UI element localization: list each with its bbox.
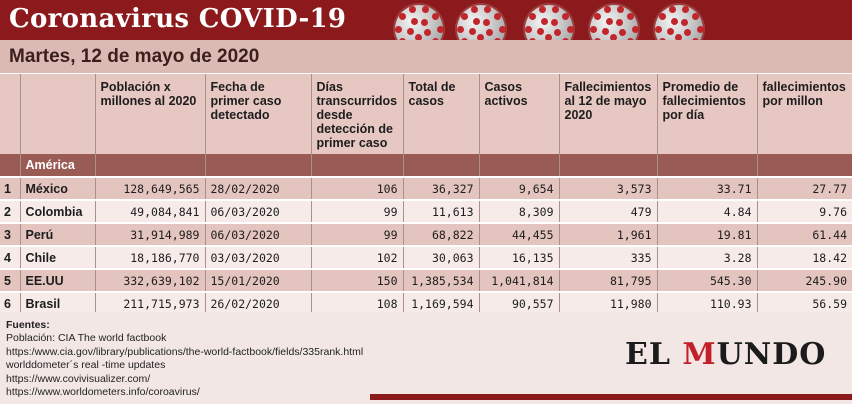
cell-value: 3.28 bbox=[657, 245, 758, 269]
cell-value: 06/03/2020 bbox=[205, 199, 312, 223]
cell-value: 56.59 bbox=[757, 291, 852, 314]
source-line: https://www.worldometers.info/coroavirus… bbox=[6, 386, 200, 399]
cell-value: 545.30 bbox=[657, 268, 758, 292]
cell-value: 245.90 bbox=[757, 268, 852, 292]
date-bar: Martes, 12 de mayo de 2020 bbox=[0, 40, 852, 73]
table-row: 1 México 128,649,565 28/02/2020 106 36,327 9,6… bbox=[0, 176, 852, 200]
cell-value: 102 bbox=[311, 245, 404, 269]
col-population: Población x millones al 2020 bbox=[95, 74, 206, 154]
cell-value: 4.84 bbox=[657, 199, 758, 223]
col-country bbox=[20, 74, 96, 154]
cell-value: 99 bbox=[311, 199, 404, 223]
cell-value: 211,715,973 bbox=[95, 291, 206, 314]
header-row: Población x millones al 2020 Fecha de pr… bbox=[0, 74, 852, 154]
cell-value: 81,795 bbox=[559, 268, 658, 292]
col-total-cases: Total de casos bbox=[403, 74, 480, 154]
cell-value: 19.81 bbox=[657, 222, 758, 246]
cell-value: 61.44 bbox=[757, 222, 852, 246]
cell-value: 28/02/2020 bbox=[205, 176, 312, 200]
table-row: 3 Perú 31,914,989 06/03/2020 99 68,822 44,455 1… bbox=[0, 222, 852, 246]
source-line: Población: CIA The world factbook bbox=[6, 332, 167, 345]
cell-value: 36,327 bbox=[403, 176, 480, 200]
country-name: EE.UU bbox=[20, 268, 96, 292]
source-line: worlddometer´s real -time updates bbox=[6, 359, 166, 372]
col-index bbox=[0, 74, 21, 154]
cell-value: 128,649,565 bbox=[95, 176, 206, 200]
cell-value: 68,822 bbox=[403, 222, 480, 246]
cell-value: 106 bbox=[311, 176, 404, 200]
col-active-cases: Casos activos bbox=[479, 74, 560, 154]
el-mundo-logo: EL MUNDO bbox=[625, 337, 827, 372]
row-index: 1 bbox=[0, 176, 21, 200]
col-deaths-per-million: fallecimientos por millon bbox=[757, 74, 852, 154]
cell-value: 27.77 bbox=[757, 176, 852, 200]
cell-value: 90,557 bbox=[479, 291, 560, 314]
cell-value: 03/03/2020 bbox=[205, 245, 312, 269]
col-avg-deaths: Promedio de fallecimientos por día bbox=[657, 74, 758, 154]
country-name: Colombia bbox=[20, 199, 96, 223]
cell-value: 332,639,102 bbox=[95, 268, 206, 292]
cell-value: 108 bbox=[311, 291, 404, 314]
cell-value: 30,063 bbox=[403, 245, 480, 269]
row-index: 5 bbox=[0, 268, 21, 292]
covid-table: Población x millones al 2020 Fecha de pr… bbox=[0, 74, 852, 314]
cell-value: 1,961 bbox=[559, 222, 658, 246]
table-row: 5 EE.UU 332,639,102 15/01/2020 150 1,385,534 1… bbox=[0, 268, 852, 292]
col-days: Días transcurridos desde detección de pr… bbox=[311, 74, 404, 154]
cell-value: 18,186,770 bbox=[95, 245, 206, 269]
page-title: Coronavirus COVID-19 bbox=[9, 4, 347, 34]
cell-value: 9,654 bbox=[479, 176, 560, 200]
table-row: 6 Brasil 211,715,973 26/02/2020 108 1,169,594… bbox=[0, 291, 852, 314]
sources-footer: Fuentes: Población: CIA The world factbo… bbox=[0, 312, 852, 404]
country-name: México bbox=[20, 176, 96, 200]
cell-value: 33.71 bbox=[657, 176, 758, 200]
cell-value: 335 bbox=[559, 245, 658, 269]
sources-list: Fuentes: Población: CIA The world factbo… bbox=[6, 319, 363, 399]
cell-value: 9.76 bbox=[757, 199, 852, 223]
source-line: https://www.covivisualizer.com/ bbox=[6, 372, 151, 385]
report-date: Martes, 12 de mayo de 2020 bbox=[9, 46, 260, 67]
footer-accent-line bbox=[370, 394, 852, 400]
cell-value: 11,980 bbox=[559, 291, 658, 314]
cell-value: 11,613 bbox=[403, 199, 480, 223]
cell-value: 26/02/2020 bbox=[205, 291, 312, 314]
cell-value: 99 bbox=[311, 222, 404, 246]
cell-value: 18.42 bbox=[757, 245, 852, 269]
cell-value: 06/03/2020 bbox=[205, 222, 312, 246]
country-name: Brasil bbox=[20, 291, 96, 314]
country-name: Perú bbox=[20, 222, 96, 246]
col-first-case: Fecha de primer caso detectado bbox=[205, 74, 312, 154]
region-row: América bbox=[0, 154, 852, 177]
cell-value: 479 bbox=[559, 199, 658, 223]
source-line: https:/www.cia.gov/library/publications/… bbox=[6, 345, 364, 358]
row-index: 3 bbox=[0, 222, 21, 246]
row-index: 6 bbox=[0, 291, 21, 314]
row-index: 2 bbox=[0, 199, 21, 223]
cell-value: 49,084,841 bbox=[95, 199, 206, 223]
cell-value: 3,573 bbox=[559, 176, 658, 200]
cell-value: 44,455 bbox=[479, 222, 560, 246]
cell-value: 110.93 bbox=[657, 291, 758, 314]
col-deaths: Fallecimientos al 12 de mayo 2020 bbox=[559, 74, 658, 154]
cell-value: 31,914,989 bbox=[95, 222, 206, 246]
cell-value: 1,385,534 bbox=[403, 268, 480, 292]
cell-value: 150 bbox=[311, 268, 404, 292]
row-index: 4 bbox=[0, 245, 21, 269]
table-row: 4 Chile 18,186,770 03/03/2020 102 30,063 16,13… bbox=[0, 245, 852, 269]
cell-value: 16,135 bbox=[479, 245, 560, 269]
sources-heading: Fuentes: bbox=[6, 319, 50, 331]
cell-value: 8,309 bbox=[479, 199, 560, 223]
cell-value: 15/01/2020 bbox=[205, 268, 312, 292]
title-banner: Coronavirus COVID-19 bbox=[0, 0, 852, 53]
cell-value: 1,169,594 bbox=[403, 291, 480, 314]
region-label: América bbox=[20, 154, 96, 177]
table-row: 2 Colombia 49,084,841 06/03/2020 99 11,613 8,3… bbox=[0, 199, 852, 223]
country-name: Chile bbox=[20, 245, 96, 269]
cell-value: 1,041,814 bbox=[479, 268, 560, 292]
